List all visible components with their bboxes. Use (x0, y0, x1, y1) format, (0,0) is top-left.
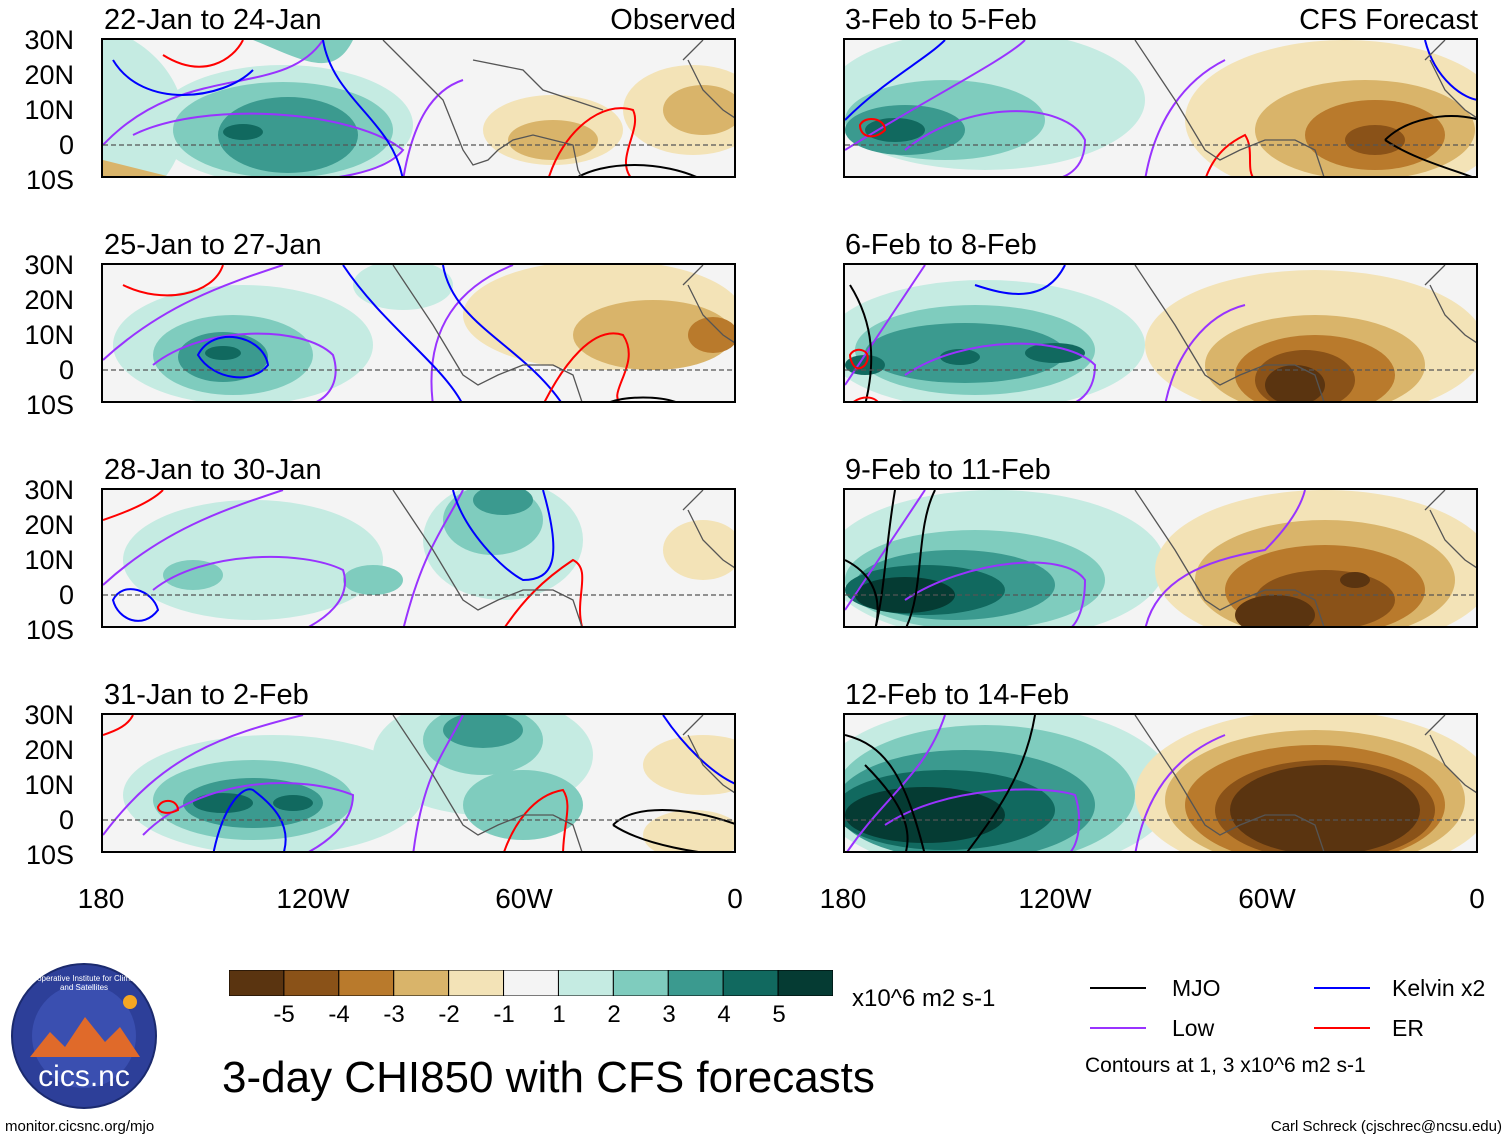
colorbar-label: 2 (607, 1001, 621, 1028)
lat-label: 20N (24, 60, 74, 90)
map-svg (103, 265, 734, 401)
colorbar-box (557, 969, 614, 997)
colorbar-label: 1 (552, 1001, 566, 1028)
map-panel-6 (843, 263, 1478, 403)
legend-swatch-low (1090, 1027, 1146, 1029)
lat-label: 0 (58, 805, 74, 835)
cicsnc-logo: Cooperative Institute for Climate and Sa… (10, 962, 158, 1110)
lon-label: 60W (495, 883, 553, 914)
panel-title-1: 22-Jan to 24-Jan (104, 4, 322, 36)
panel-title-4: 31-Jan to 2-Feb (104, 679, 309, 711)
lat-label: 10S (25, 840, 74, 870)
lon-label: 0 (1469, 883, 1485, 914)
lat-label: 20N (24, 735, 74, 765)
colorbar-box (448, 969, 505, 997)
lat-label: 30N (24, 475, 74, 505)
main-title: 3-day CHI850 with CFS forecasts (222, 1053, 875, 1102)
map-panel-4 (101, 713, 736, 853)
lat-label: 10S (25, 165, 74, 195)
legend-swatch-mjo (1090, 987, 1146, 989)
observed-tag: Observed (610, 4, 736, 36)
legend-label-kelvin: Kelvin x2 (1392, 975, 1486, 1001)
panel-title-8: 12-Feb to 14-Feb (845, 679, 1070, 711)
lat-label: 10N (24, 95, 74, 125)
lat-label: 0 (58, 355, 74, 385)
map-svg (103, 40, 734, 176)
colorbar-box (228, 969, 285, 997)
colorbar (228, 969, 834, 997)
colorbar-box (338, 969, 395, 997)
map-panel-7 (843, 488, 1478, 628)
panel-title-2: 25-Jan to 27-Jan (104, 229, 322, 261)
lon-label: 180 (77, 883, 125, 914)
footer-credit: Carl Schreck (cjschrec@ncsu.edu) (1270, 1118, 1502, 1135)
map-svg (845, 715, 1476, 851)
colorbar-svg (228, 969, 834, 997)
panel-title-5: 3-Feb to 5-Feb (845, 4, 1037, 36)
lon-label: 120W (1018, 883, 1092, 914)
map-panel-5 (843, 38, 1478, 178)
map-panel-8 (843, 713, 1478, 853)
colorbar-box (503, 969, 559, 997)
legend-swatch-er (1314, 1027, 1370, 1029)
colorbar-box (667, 969, 724, 997)
lat-label: 30N (24, 700, 74, 730)
legend-swatch-kelvin (1314, 987, 1370, 989)
colorbar-label: 3 (662, 1001, 676, 1028)
panel-title-3: 28-Jan to 30-Jan (104, 454, 322, 486)
map-panel-1 (101, 38, 736, 178)
colorbar-label: -3 (383, 1001, 405, 1028)
footer-url[interactable]: monitor.cicsnc.org/mjo (5, 1118, 155, 1135)
logo-text: cics.nc (38, 1060, 130, 1093)
lon-label: 60W (1238, 883, 1296, 914)
map-panel-2 (101, 263, 736, 403)
colorbar-label: -1 (493, 1001, 515, 1028)
lat-label: 30N (24, 25, 74, 55)
lat-label: 30N (24, 250, 74, 280)
lat-label: 10S (25, 615, 74, 645)
panel-title-7: 9-Feb to 11-Feb (845, 454, 1051, 486)
lat-label: 20N (24, 510, 74, 540)
legend-label-er: ER (1392, 1015, 1424, 1041)
colorbar-box (283, 969, 340, 997)
map-svg (103, 490, 734, 626)
lat-label: 10N (24, 770, 74, 800)
map-svg (103, 715, 734, 851)
map-svg (845, 265, 1476, 401)
colorbar-label: -2 (438, 1001, 460, 1028)
colorbar-label: -4 (328, 1001, 350, 1028)
logo-globe-icon (11, 963, 157, 1109)
contour-note: Contours at 1, 3 x10^6 m2 s-1 (1085, 1054, 1366, 1077)
colorbar-box (722, 969, 779, 997)
map-svg (845, 490, 1476, 626)
logo-ring-text: Cooperative Institute for Climate and Sa… (26, 974, 142, 992)
colorbar-box (777, 969, 834, 997)
map-svg (845, 40, 1476, 176)
lat-label: 20N (24, 285, 74, 315)
colorbar-label: 4 (717, 1001, 731, 1028)
lat-label: 10S (25, 390, 74, 420)
legend-label-low: Low (1172, 1015, 1215, 1041)
colorbar-units: x10^6 m2 s-1 (852, 985, 996, 1012)
lon-label: 180 (819, 883, 867, 914)
colorbar-box (612, 969, 669, 997)
lat-label: 10N (24, 320, 74, 350)
panel-title-6: 6-Feb to 8-Feb (845, 229, 1037, 261)
colorbar-label: -5 (273, 1001, 295, 1028)
legend-label-mjo: MJO (1172, 975, 1221, 1001)
lon-label: 0 (727, 883, 743, 914)
lon-label: 120W (276, 883, 350, 914)
colorbar-label: 5 (772, 1001, 786, 1028)
cfs-forecast-tag: CFS Forecast (1299, 4, 1478, 36)
lat-label: 0 (58, 580, 74, 610)
lat-label: 10N (24, 545, 74, 575)
colorbar-box (393, 969, 450, 997)
lat-label: 0 (58, 130, 74, 160)
map-panel-3 (101, 488, 736, 628)
